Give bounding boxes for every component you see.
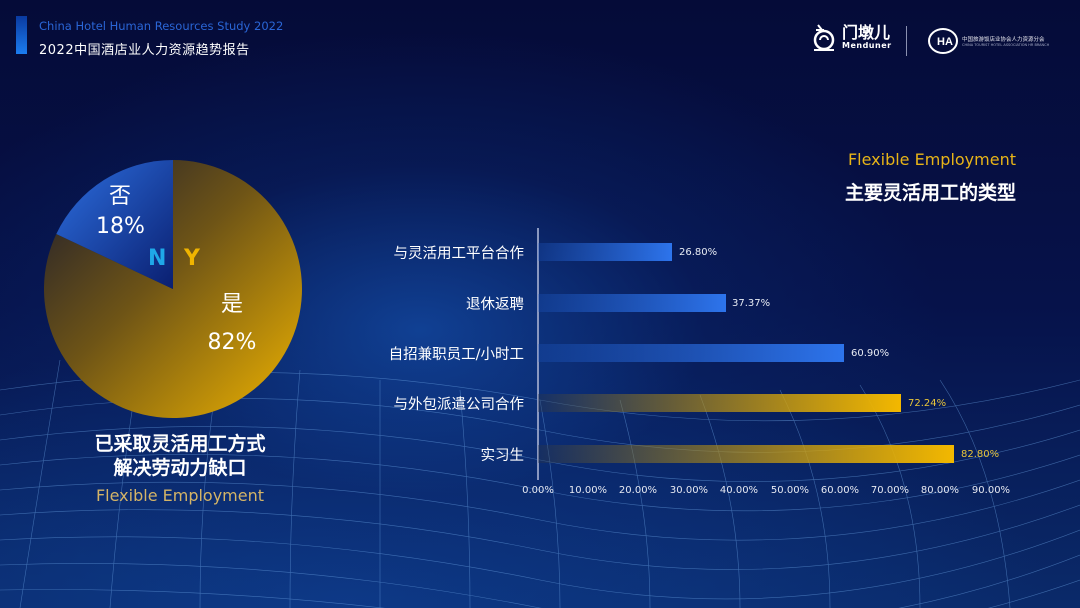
x-axis-tick: 70.00% <box>870 485 910 496</box>
bar-category-label: 与灵活用工平台合作 <box>393 246 525 262</box>
pie-label-no-text: 否 <box>108 184 131 209</box>
pie-letter-y: Y <box>184 246 200 271</box>
association-logo: HA 中国旅游饭店业协会人力资源分会 CHINA TOURIST HOTEL A… <box>928 28 1049 54</box>
x-axis-tick: 0.00% <box>522 485 554 496</box>
association-name-en: CHINA TOURIST HOTEL ASSOCIATION HR BRANC… <box>962 43 1050 47</box>
pie-caption-en: Flexible Employment <box>95 486 265 505</box>
association-emblem-icon: HA <box>928 28 958 54</box>
x-axis-tick: 10.00% <box>568 485 608 496</box>
bar-category-label: 与外包派遣公司合作 <box>393 397 525 413</box>
bar-value-label: 82.80% <box>961 449 1000 460</box>
bar-category-label: 自招兼职员工/小时工 <box>388 347 524 363</box>
menduner-logo-icon <box>813 24 835 51</box>
x-axis-tick: 90.00% <box>971 485 1011 496</box>
bar-chart-y-axis <box>537 228 539 480</box>
bar-chart-title-cn: 主要灵活用工的类型 <box>844 182 1016 204</box>
bar-category-label: 实习生 <box>480 448 525 464</box>
bar-outsourcing <box>538 394 901 412</box>
bar-retiree-rehire <box>538 294 726 312</box>
pie-value-yes: 82% <box>207 330 257 355</box>
pie-label-yes-text: 是 <box>220 292 243 317</box>
menduner-logo: 门墩儿 Menduner <box>810 22 892 52</box>
x-axis-tick: 60.00% <box>820 485 860 496</box>
logo-divider <box>906 26 907 56</box>
pie-slice-no <box>56 160 173 289</box>
bar-part-time <box>538 344 844 362</box>
x-axis-tick: 30.00% <box>669 485 709 496</box>
menduner-logo-en: Menduner <box>842 41 892 50</box>
bar-platform <box>538 243 672 261</box>
pie-caption: 已采取灵活用工方式 解决劳动力缺口 <box>60 432 300 480</box>
pie-label-no: 否 18% <box>96 182 145 242</box>
header-accent-bar <box>16 16 27 54</box>
pie-slice-yes <box>44 160 302 418</box>
bar-chart-title-en: Flexible Employment <box>847 150 1016 169</box>
svg-text:HA: HA <box>937 36 953 48</box>
pie-value-no: 18% <box>96 214 145 239</box>
bar-value-label: 26.80% <box>679 247 718 258</box>
bar-value-label: 60.90% <box>851 348 890 359</box>
x-axis-tick: 80.00% <box>920 485 960 496</box>
pie-caption-line1: 已采取灵活用工方式 <box>94 433 266 455</box>
pie-chart <box>44 160 302 418</box>
pie-letter-n: N <box>148 246 167 271</box>
x-axis-tick: 40.00% <box>719 485 759 496</box>
header-subtitle-en: China Hotel Human Resources Study 2022 <box>39 19 284 33</box>
bar-category-label: 退休返聘 <box>466 297 524 313</box>
x-axis-tick: 20.00% <box>618 485 658 496</box>
menduner-logo-cn: 门墩儿 <box>842 23 891 42</box>
bar-value-label: 37.37% <box>732 298 771 309</box>
x-axis-tick: 50.00% <box>770 485 810 496</box>
bar-intern <box>538 445 954 463</box>
pie-label-yes: 是 82% <box>204 290 260 358</box>
pie-caption-line2: 解决劳动力缺口 <box>113 457 247 479</box>
bar-value-label: 72.24% <box>908 398 947 409</box>
association-name-cn: 中国旅游饭店业协会人力资源分会 <box>962 37 1045 43</box>
header-title-cn: 2022中国酒店业人力资源趋势报告 <box>39 43 250 58</box>
